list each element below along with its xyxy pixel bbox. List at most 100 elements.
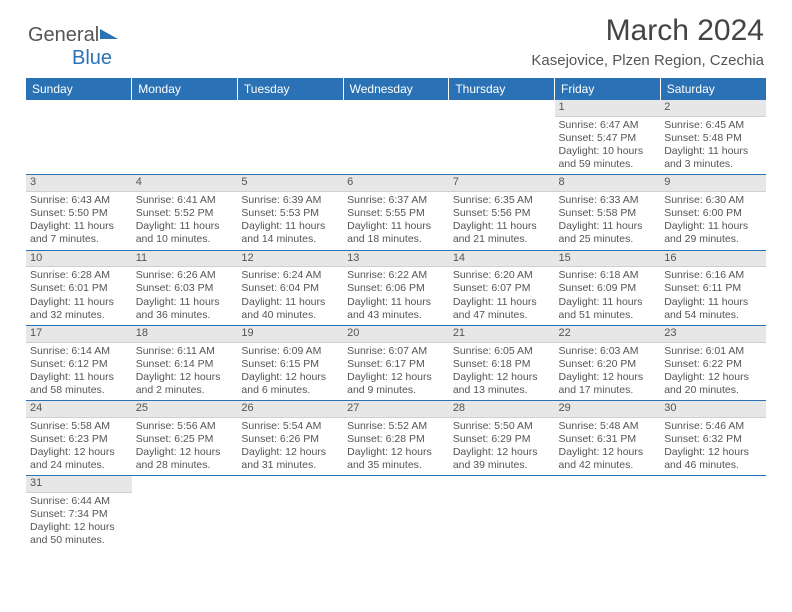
location-text: Kasejovice, Plzen Region, Czechia — [531, 52, 764, 69]
calendar-cell: 1Sunrise: 6:47 AMSunset: 5:47 PMDaylight… — [555, 100, 661, 175]
day-number: 25 — [132, 401, 238, 418]
day-content: Sunrise: 5:58 AMSunset: 6:23 PMDaylight:… — [26, 418, 132, 476]
calendar-cell: 21Sunrise: 6:05 AMSunset: 6:18 PMDayligh… — [449, 325, 555, 400]
day-content: Sunrise: 6:28 AMSunset: 6:01 PMDaylight:… — [26, 267, 132, 325]
day-number: 20 — [343, 326, 449, 343]
day-content: Sunrise: 6:16 AMSunset: 6:11 PMDaylight:… — [660, 267, 766, 325]
day-content: Sunrise: 6:33 AMSunset: 5:58 PMDaylight:… — [555, 192, 661, 250]
calendar-table: SundayMondayTuesdayWednesdayThursdayFrid… — [26, 78, 766, 551]
day-content: Sunrise: 6:26 AMSunset: 6:03 PMDaylight:… — [132, 267, 238, 325]
day-content: Sunrise: 5:52 AMSunset: 6:28 PMDaylight:… — [343, 418, 449, 476]
calendar-cell — [237, 476, 343, 551]
calendar-cell: 3Sunrise: 6:43 AMSunset: 5:50 PMDaylight… — [26, 175, 132, 250]
day-content: Sunrise: 6:35 AMSunset: 5:56 PMDaylight:… — [449, 192, 555, 250]
day-number: 18 — [132, 326, 238, 343]
weekday-header: Sunday — [26, 78, 132, 100]
day-content: Sunrise: 6:11 AMSunset: 6:14 PMDaylight:… — [132, 343, 238, 401]
weekday-header: Tuesday — [237, 78, 343, 100]
day-content: Sunrise: 6:41 AMSunset: 5:52 PMDaylight:… — [132, 192, 238, 250]
day-number: 14 — [449, 251, 555, 268]
day-content: Sunrise: 6:09 AMSunset: 6:15 PMDaylight:… — [237, 343, 343, 401]
calendar-cell — [237, 100, 343, 175]
logo: General Blue — [28, 24, 118, 70]
calendar-cell: 25Sunrise: 5:56 AMSunset: 6:25 PMDayligh… — [132, 401, 238, 476]
day-number: 31 — [26, 476, 132, 493]
logo-text-1: General — [28, 24, 99, 46]
calendar-cell: 24Sunrise: 5:58 AMSunset: 6:23 PMDayligh… — [26, 401, 132, 476]
calendar-cell: 11Sunrise: 6:26 AMSunset: 6:03 PMDayligh… — [132, 250, 238, 325]
day-number: 30 — [660, 401, 766, 418]
page-title: March 2024 — [606, 14, 764, 48]
day-content: Sunrise: 5:48 AMSunset: 6:31 PMDaylight:… — [555, 418, 661, 476]
day-number: 11 — [132, 251, 238, 268]
calendar-cell: 14Sunrise: 6:20 AMSunset: 6:07 PMDayligh… — [449, 250, 555, 325]
calendar-cell: 29Sunrise: 5:48 AMSunset: 6:31 PMDayligh… — [555, 401, 661, 476]
day-content: Sunrise: 6:22 AMSunset: 6:06 PMDaylight:… — [343, 267, 449, 325]
day-content: Sunrise: 6:47 AMSunset: 5:47 PMDaylight:… — [555, 117, 661, 175]
calendar-cell: 28Sunrise: 5:50 AMSunset: 6:29 PMDayligh… — [449, 401, 555, 476]
day-number: 4 — [132, 175, 238, 192]
weekday-header: Thursday — [449, 78, 555, 100]
day-number: 19 — [237, 326, 343, 343]
calendar-cell — [343, 476, 449, 551]
calendar-cell: 20Sunrise: 6:07 AMSunset: 6:17 PMDayligh… — [343, 325, 449, 400]
calendar-cell: 26Sunrise: 5:54 AMSunset: 6:26 PMDayligh… — [237, 401, 343, 476]
calendar-cell — [343, 100, 449, 175]
calendar-cell: 18Sunrise: 6:11 AMSunset: 6:14 PMDayligh… — [132, 325, 238, 400]
calendar-cell: 30Sunrise: 5:46 AMSunset: 6:32 PMDayligh… — [660, 401, 766, 476]
day-number: 24 — [26, 401, 132, 418]
day-content: Sunrise: 5:54 AMSunset: 6:26 PMDaylight:… — [237, 418, 343, 476]
day-content: Sunrise: 6:05 AMSunset: 6:18 PMDaylight:… — [449, 343, 555, 401]
calendar-cell: 19Sunrise: 6:09 AMSunset: 6:15 PMDayligh… — [237, 325, 343, 400]
calendar-cell: 5Sunrise: 6:39 AMSunset: 5:53 PMDaylight… — [237, 175, 343, 250]
day-content: Sunrise: 6:43 AMSunset: 5:50 PMDaylight:… — [26, 192, 132, 250]
calendar-cell: 8Sunrise: 6:33 AMSunset: 5:58 PMDaylight… — [555, 175, 661, 250]
day-content: Sunrise: 6:24 AMSunset: 6:04 PMDaylight:… — [237, 267, 343, 325]
day-content: Sunrise: 5:46 AMSunset: 6:32 PMDaylight:… — [660, 418, 766, 476]
day-number: 29 — [555, 401, 661, 418]
calendar-cell: 22Sunrise: 6:03 AMSunset: 6:20 PMDayligh… — [555, 325, 661, 400]
calendar-cell — [555, 476, 661, 551]
day-number: 2 — [660, 100, 766, 117]
weekday-header: Wednesday — [343, 78, 449, 100]
calendar-cell: 15Sunrise: 6:18 AMSunset: 6:09 PMDayligh… — [555, 250, 661, 325]
day-number: 17 — [26, 326, 132, 343]
day-number: 7 — [449, 175, 555, 192]
calendar-cell: 9Sunrise: 6:30 AMSunset: 6:00 PMDaylight… — [660, 175, 766, 250]
day-content: Sunrise: 6:39 AMSunset: 5:53 PMDaylight:… — [237, 192, 343, 250]
day-number: 16 — [660, 251, 766, 268]
day-number: 10 — [26, 251, 132, 268]
calendar-cell: 6Sunrise: 6:37 AMSunset: 5:55 PMDaylight… — [343, 175, 449, 250]
calendar-cell: 12Sunrise: 6:24 AMSunset: 6:04 PMDayligh… — [237, 250, 343, 325]
calendar-cell: 23Sunrise: 6:01 AMSunset: 6:22 PMDayligh… — [660, 325, 766, 400]
day-content: Sunrise: 6:44 AMSunset: 7:34 PMDaylight:… — [26, 493, 132, 551]
calendar-cell: 2Sunrise: 6:45 AMSunset: 5:48 PMDaylight… — [660, 100, 766, 175]
logo-text-2: Blue — [72, 47, 112, 69]
day-number: 8 — [555, 175, 661, 192]
calendar-cell: 16Sunrise: 6:16 AMSunset: 6:11 PMDayligh… — [660, 250, 766, 325]
day-content: Sunrise: 6:14 AMSunset: 6:12 PMDaylight:… — [26, 343, 132, 401]
flag-icon — [100, 29, 118, 39]
day-number: 28 — [449, 401, 555, 418]
day-number: 23 — [660, 326, 766, 343]
calendar-cell — [132, 100, 238, 175]
calendar-cell: 27Sunrise: 5:52 AMSunset: 6:28 PMDayligh… — [343, 401, 449, 476]
calendar-cell — [660, 476, 766, 551]
day-number: 1 — [555, 100, 661, 117]
calendar-cell — [449, 100, 555, 175]
day-content: Sunrise: 6:18 AMSunset: 6:09 PMDaylight:… — [555, 267, 661, 325]
day-content: Sunrise: 5:50 AMSunset: 6:29 PMDaylight:… — [449, 418, 555, 476]
day-content: Sunrise: 5:56 AMSunset: 6:25 PMDaylight:… — [132, 418, 238, 476]
calendar-cell — [449, 476, 555, 551]
day-content: Sunrise: 6:03 AMSunset: 6:20 PMDaylight:… — [555, 343, 661, 401]
day-number: 6 — [343, 175, 449, 192]
day-number: 9 — [660, 175, 766, 192]
day-content: Sunrise: 6:07 AMSunset: 6:17 PMDaylight:… — [343, 343, 449, 401]
calendar-cell: 7Sunrise: 6:35 AMSunset: 5:56 PMDaylight… — [449, 175, 555, 250]
weekday-header: Friday — [555, 78, 661, 100]
calendar-cell: 31Sunrise: 6:44 AMSunset: 7:34 PMDayligh… — [26, 476, 132, 551]
day-number: 5 — [237, 175, 343, 192]
day-number: 13 — [343, 251, 449, 268]
day-number: 21 — [449, 326, 555, 343]
calendar-cell: 13Sunrise: 6:22 AMSunset: 6:06 PMDayligh… — [343, 250, 449, 325]
